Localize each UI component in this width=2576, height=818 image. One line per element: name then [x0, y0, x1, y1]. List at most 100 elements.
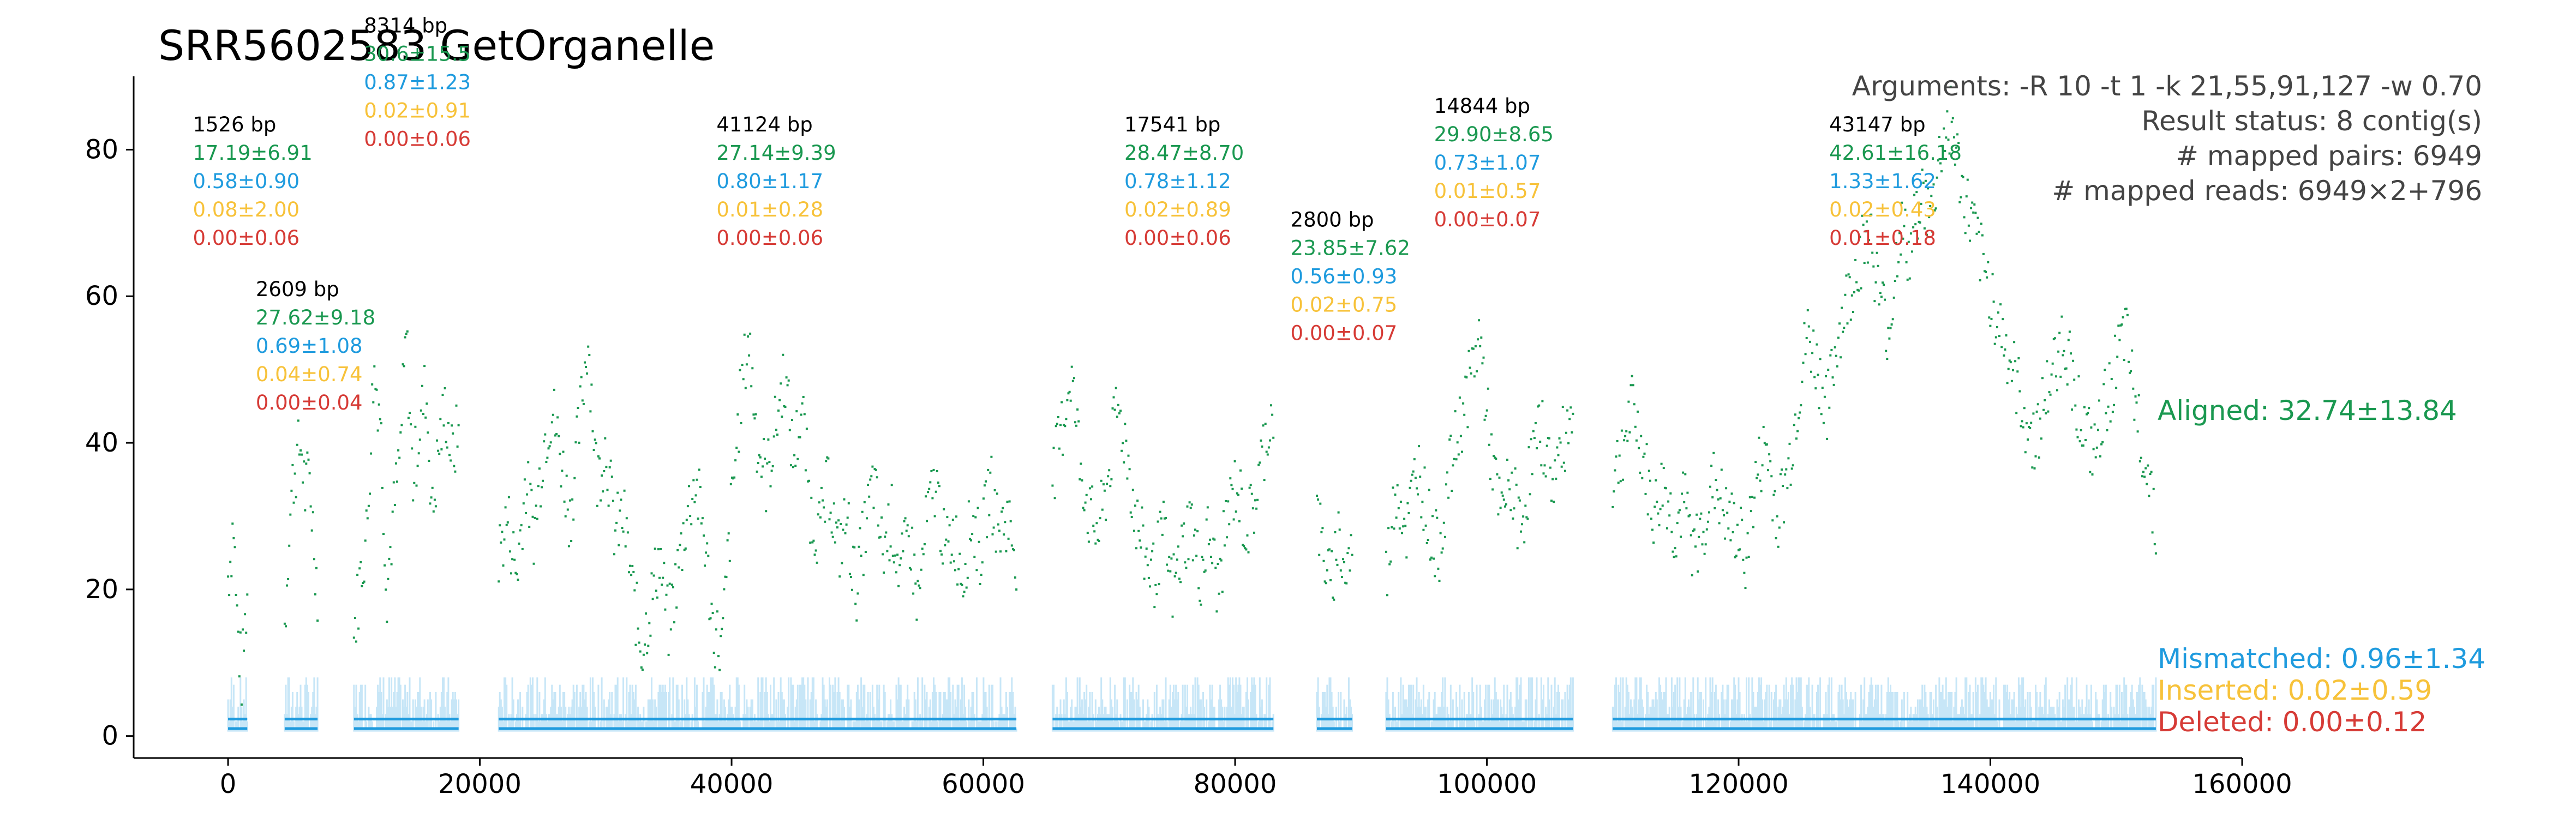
legend: Aligned: 32.74±13.84 Mismatched: 0.96±1.3… — [2158, 395, 2485, 738]
contig-aligned-text: 30.6±15.5 — [364, 42, 471, 65]
mismatched-points — [1612, 677, 2157, 732]
contig-mismatched-text: 0.87±1.23 — [364, 70, 471, 94]
chart-title: SRR5602583 GetOrganelle — [158, 21, 715, 70]
contig-length-text: 2800 bp — [1291, 208, 1374, 232]
aligned-points — [283, 419, 319, 628]
mismatched-baseline — [1386, 718, 1573, 721]
axes: 0 20000 40000 60000 80000 100000 120000 140000 1… — [85, 76, 2292, 799]
mismatched-baseline — [284, 718, 318, 721]
mismatched-baseline — [499, 718, 1017, 721]
contig-aligned-text: 17.19±6.91 — [193, 141, 312, 165]
mismatched-baseline — [354, 727, 459, 730]
y-tick-label: 40 — [85, 428, 118, 458]
contig-1 — [227, 522, 249, 732]
contig-inserted-text: 0.02±0.89 — [1124, 198, 1231, 221]
y-tick-label: 80 — [85, 134, 118, 165]
x-tick-label: 80000 — [1194, 769, 1277, 799]
mismatched-baseline — [1317, 727, 1352, 730]
aligned-points — [1316, 495, 1353, 601]
aligned-points — [1051, 365, 1275, 618]
contig-mismatched-text: 0.73±1.07 — [1434, 151, 1541, 175]
x-tick-label: 100000 — [1437, 769, 1537, 799]
contig-inserted-text: 0.08±2.00 — [193, 198, 299, 221]
contig-6 — [1316, 495, 1353, 732]
contig-label-5: 17541 bp 28.47±8.70 0.78±1.12 0.02±0.89 0.00… — [1124, 113, 1244, 250]
x-tick-label: 60000 — [942, 769, 1025, 799]
contig-mismatched-text: 0.56±0.93 — [1291, 265, 1398, 288]
mismatched-baseline — [284, 727, 318, 730]
aligned-points — [498, 332, 1018, 671]
contig-mismatched-text: 0.80±1.17 — [716, 170, 823, 193]
contig-inserted-text: 0.02±0.75 — [1291, 293, 1398, 317]
contig-inserted-text: 0.01±0.28 — [716, 198, 823, 221]
contig-deleted-text: 0.00±0.07 — [1434, 208, 1541, 231]
contig-labels: 1526 bp 17.19±6.91 0.58±0.90 0.08±2.00 0.00±… — [193, 14, 1962, 414]
x-tick-label: 160000 — [2192, 769, 2292, 799]
contig-mismatched-text: 0.69±1.08 — [256, 334, 363, 358]
contig-length-text: 2609 bp — [256, 278, 339, 301]
x-tick-label: 140000 — [1940, 769, 2040, 799]
argument-line: Arguments: -R 10 -t 1 -k 21,55,91,127 -w… — [1852, 70, 2482, 102]
arguments-box: Arguments: -R 10 -t 1 -k 21,55,91,127 -w… — [1852, 70, 2482, 207]
mismatched-points — [1316, 677, 1353, 732]
contig-4 — [498, 332, 1018, 732]
contig-label-6: 2800 bp 23.85±7.62 0.56±0.93 0.02±0.75 0.00±… — [1291, 208, 1410, 345]
contig-label-8: 43147 bp 42.61±16.18 1.33±1.62 0.02±0.43 0.0… — [1829, 113, 1962, 250]
contig-8 — [1612, 86, 2157, 732]
mismatched-points — [353, 677, 460, 732]
contig-length-text: 1526 bp — [193, 113, 276, 136]
x-tick-label: 20000 — [438, 769, 522, 799]
legend-aligned: Aligned: 32.74±13.84 — [2158, 395, 2457, 426]
contig-deleted-text: 0.00±0.04 — [256, 391, 363, 414]
y-tick-label: 60 — [85, 281, 118, 311]
y-tick-label: 0 — [101, 721, 118, 751]
contig-2 — [283, 419, 319, 732]
data-layer — [227, 86, 2157, 732]
contig-label-1: 1526 bp 17.19±6.91 0.58±0.90 0.08±2.00 0.00±… — [193, 113, 312, 250]
mismatched-baseline — [1052, 718, 1274, 721]
contig-3 — [352, 330, 460, 732]
mismatched-baseline — [499, 727, 1017, 730]
mismatched-points — [498, 677, 1017, 732]
contig-length-text: 8314 bp — [364, 14, 447, 37]
mismatched-baseline — [1052, 727, 1274, 730]
x-tick-label: 120000 — [1688, 769, 1788, 799]
contig-length-text: 17541 bp — [1124, 113, 1220, 136]
contig-aligned-text: 28.47±8.70 — [1124, 141, 1244, 165]
mismatched-baseline — [1613, 718, 2156, 721]
contig-mismatched-text: 0.78±1.12 — [1124, 170, 1231, 193]
argument-line: # mapped reads: 6949×2+796 — [2052, 175, 2482, 207]
aligned-points — [1612, 86, 2157, 589]
x-tick-label: 0 — [220, 769, 237, 799]
mismatched-baseline — [228, 718, 248, 721]
mismatched-points — [1051, 677, 1274, 732]
contig-inserted-text: 0.01±0.57 — [1434, 179, 1541, 203]
contig-length-text: 43147 bp — [1829, 113, 1925, 136]
contig-deleted-text: 0.00±0.06 — [193, 226, 299, 250]
contig-aligned-text: 27.62±9.18 — [256, 306, 375, 329]
mismatched-baseline — [228, 727, 248, 730]
contig-inserted-text: 0.04±0.74 — [256, 363, 363, 386]
contig-aligned-text: 42.61±16.18 — [1829, 141, 1962, 165]
contig-deleted-text: 0.00±0.06 — [1124, 226, 1231, 250]
y-tick-label: 20 — [85, 574, 118, 605]
contig-aligned-text: 27.14±9.39 — [716, 141, 836, 165]
contig-deleted-text: 0.00±0.07 — [1291, 322, 1398, 345]
mismatched-points — [1385, 677, 1574, 732]
contig-inserted-text: 0.02±0.43 — [1829, 198, 1936, 221]
contig-deleted-text: 0.00±0.06 — [716, 226, 823, 250]
mismatched-points — [227, 677, 248, 732]
aligned-points — [1385, 319, 1574, 597]
aligned-points — [227, 522, 249, 706]
contig-label-4: 41124 bp 27.14±9.39 0.80±1.17 0.01±0.28 0.00… — [716, 113, 836, 250]
contig-aligned-text: 23.85±7.62 — [1291, 237, 1410, 260]
contig-label-2: 2609 bp 27.62±9.18 0.69±1.08 0.04±0.74 0.00±… — [256, 278, 375, 414]
contig-aligned-text: 29.90±8.65 — [1434, 123, 1554, 146]
aligned-points — [352, 330, 460, 643]
contig-mismatched-text: 0.58±0.90 — [193, 170, 299, 193]
mismatched-baseline — [1613, 727, 2156, 730]
contig-mismatched-text: 1.33±1.62 — [1829, 170, 1936, 193]
contig-length-text: 14844 bp — [1434, 94, 1530, 118]
mismatched-baseline — [1386, 727, 1573, 730]
